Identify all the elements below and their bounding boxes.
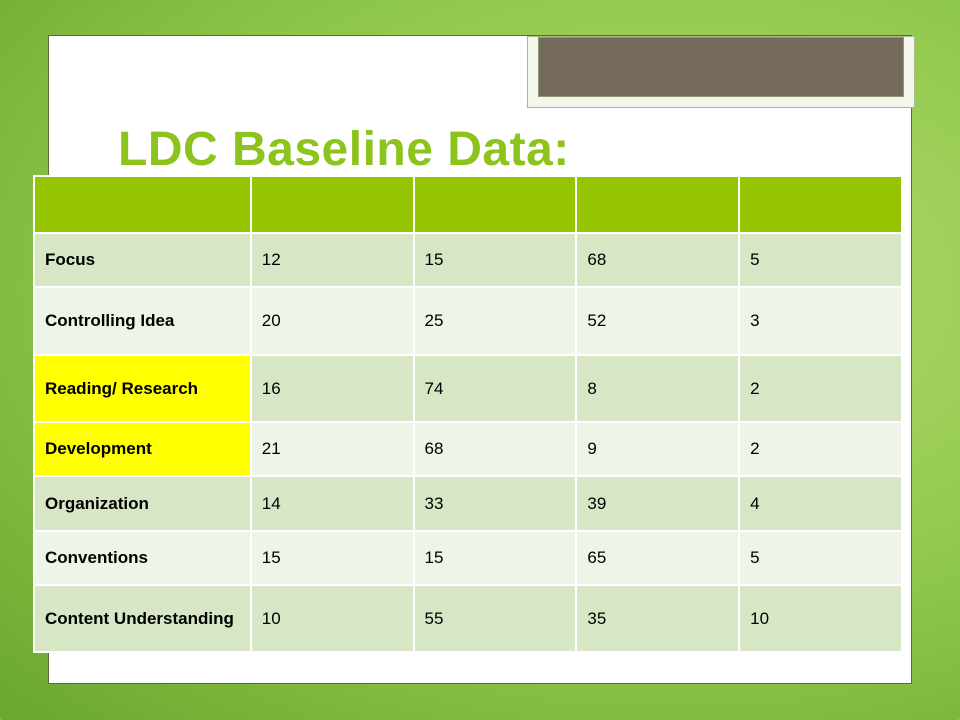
table-cell: 55 <box>412 584 578 653</box>
table-cell: 16 <box>249 354 415 423</box>
table-cell: 25 <box>412 286 578 356</box>
header-cell <box>575 175 741 234</box>
slide-title: LDC Baseline Data: <box>118 123 570 176</box>
header-cell <box>33 175 252 234</box>
table-row: Controlling Idea 20 25 52 3 <box>33 286 903 356</box>
table-cell: 2 <box>738 421 903 477</box>
table-cell: 65 <box>575 530 741 586</box>
row-label-development: Development <box>33 421 252 477</box>
table-cell: 39 <box>575 475 741 532</box>
row-label-conventions: Conventions <box>33 530 252 586</box>
table-cell: 20 <box>249 286 415 356</box>
table-cell: 15 <box>249 530 415 586</box>
row-label-reading-research: Reading/ Research <box>33 354 252 423</box>
header-cell <box>738 175 903 234</box>
picture-placeholder <box>538 37 904 97</box>
header-cell <box>249 175 415 234</box>
table-cell: 35 <box>575 584 741 653</box>
table-cell: 21 <box>249 421 415 477</box>
row-label-focus: Focus <box>33 232 252 288</box>
table-cell: 14 <box>249 475 415 532</box>
table-cell: 52 <box>575 286 741 356</box>
table-row: Conventions 15 15 65 5 <box>33 530 903 586</box>
table-row: Content Understanding 10 55 35 10 <box>33 584 903 653</box>
table-cell: 33 <box>412 475 578 532</box>
table-cell: 15 <box>412 232 578 288</box>
table-cell: 12 <box>249 232 415 288</box>
table-header-row <box>33 175 903 234</box>
row-label-organization: Organization <box>33 475 252 532</box>
table-cell: 10 <box>738 584 903 653</box>
table-row: Organization 14 33 39 4 <box>33 475 903 532</box>
row-label-controlling-idea: Controlling Idea <box>33 286 252 356</box>
header-cell <box>412 175 578 234</box>
table-cell: 5 <box>738 530 903 586</box>
table-row: Reading/ Research 16 74 8 2 <box>33 354 903 423</box>
table-cell: 8 <box>575 354 741 423</box>
picture-frame <box>527 36 915 108</box>
baseline-data-table: Focus 12 15 68 5 Controlling Idea 20 25 … <box>33 175 903 653</box>
table-cell: 4 <box>738 475 903 532</box>
table-row: Focus 12 15 68 5 <box>33 232 903 288</box>
table-cell: 5 <box>738 232 903 288</box>
table-cell: 10 <box>249 584 415 653</box>
table-cell: 2 <box>738 354 903 423</box>
table-cell: 3 <box>738 286 903 356</box>
table-cell: 15 <box>412 530 578 586</box>
table-cell: 9 <box>575 421 741 477</box>
table-cell: 68 <box>575 232 741 288</box>
row-label-content-understanding: Content Understanding <box>33 584 252 653</box>
table-cell: 68 <box>412 421 578 477</box>
table-cell: 74 <box>412 354 578 423</box>
table-row: Development 21 68 9 2 <box>33 421 903 477</box>
